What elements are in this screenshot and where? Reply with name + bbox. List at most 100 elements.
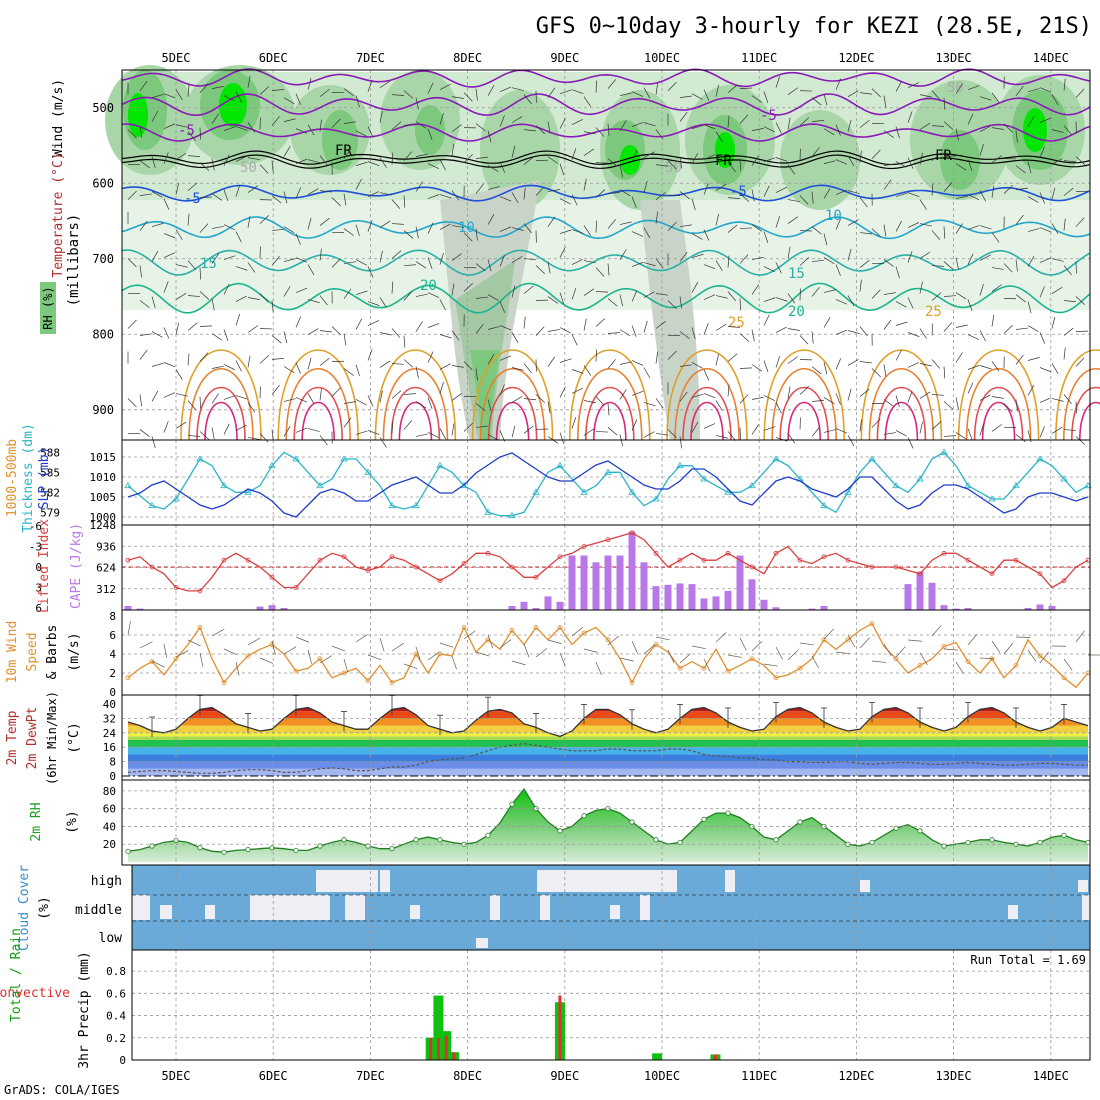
wind-barb: [1075, 156, 1086, 166]
wind-barb: [283, 425, 291, 437]
wind-barb: [895, 161, 907, 168]
wind-barb: [187, 353, 190, 366]
label-precip: 3hr Precip (mm): [77, 951, 92, 1068]
temp-contour-line: [293, 386, 343, 441]
wind-barb: [643, 262, 656, 267]
label-rh2m: 2m RH: [29, 802, 44, 841]
lifted-index-point: [341, 554, 347, 560]
wind-barb: [679, 191, 690, 200]
wind-barb: [919, 391, 931, 399]
wind-barb: [1003, 324, 1013, 334]
wind-barb: [547, 639, 562, 644]
wind-barb: [1039, 146, 1045, 158]
wind-barb: [151, 390, 159, 402]
wind-barb: [883, 224, 887, 237]
rh-point: [485, 832, 491, 838]
temp-band: [128, 754, 1088, 762]
wind-barb: [319, 330, 332, 333]
wind-barb: [787, 386, 791, 399]
wind-barb: [919, 94, 932, 98]
wind-barb: [235, 313, 241, 326]
temp-contour-line: [374, 349, 457, 441]
temp-contour-line: [121, 282, 1091, 314]
y-tick-label: 0.8: [106, 965, 126, 978]
wind-barb: [607, 79, 616, 89]
wind-barb: [919, 363, 932, 367]
wind-barb: [583, 260, 596, 264]
cape-bar: [628, 531, 636, 610]
cloud-block: [205, 905, 215, 919]
wind-speed-point: [197, 625, 203, 630]
y-tick-label: 4: [109, 648, 116, 661]
panel-precip-frame: [131, 949, 1091, 1061]
wind-barb: [763, 91, 769, 104]
wind-speed-point: [725, 668, 731, 674]
wind-barb: [187, 155, 200, 158]
rh-point: [941, 843, 947, 849]
wind-barb: [367, 320, 380, 326]
lifted-index-point: [1037, 571, 1043, 577]
wind-barb: [559, 89, 572, 94]
wind-barb: [247, 325, 259, 333]
wind-barb: [823, 317, 831, 328]
wind-barb: [367, 220, 373, 232]
wind-barb: [967, 634, 978, 646]
wind-barb: [391, 223, 404, 225]
lifted-index-point: [485, 550, 491, 556]
wind-barb: [283, 191, 288, 204]
wind-barb: [319, 119, 322, 132]
wind-barb: [655, 293, 668, 296]
wind-barb: [511, 395, 523, 403]
wind-barb: [151, 110, 159, 122]
wind-barb: [211, 427, 215, 440]
wind-barb: [535, 265, 546, 274]
label-wind-a: 10m Wind: [5, 621, 20, 684]
wind-barb: [403, 195, 406, 208]
contour-label: FR: [335, 143, 352, 159]
cape-bar: [748, 579, 756, 610]
wind-barb: [415, 366, 419, 379]
wind-barb: [715, 400, 723, 411]
wind-barb: [379, 390, 383, 403]
wind-barb: [643, 151, 655, 158]
contour-label: 50: [947, 80, 964, 96]
wind-barb: [415, 401, 427, 409]
wind-barb: [403, 663, 418, 669]
wind-barb: [1075, 630, 1085, 643]
wind-barb: [379, 637, 385, 652]
wind-barb: [847, 219, 859, 226]
rh-point: [1037, 839, 1043, 846]
wind-barb: [979, 125, 991, 132]
lifted-index-point: [869, 564, 875, 570]
wind-barb: [643, 320, 648, 333]
temp-contour-line: [884, 401, 919, 441]
wind-barb: [751, 224, 763, 232]
wind-barb: [715, 435, 728, 439]
wind-barb: [787, 356, 799, 364]
rh-point: [917, 828, 923, 834]
precip-convective-bar: [436, 1037, 440, 1060]
cloud-block: [132, 895, 150, 920]
wind-barb: [943, 97, 946, 110]
wind-speed-point: [581, 630, 587, 636]
thickness-point: [1036, 455, 1044, 462]
wind-barb: [811, 226, 822, 235]
wind-barb: [667, 221, 677, 231]
wind-barb: [211, 393, 220, 404]
wind-barb: [511, 192, 519, 204]
wind-barb: [439, 428, 446, 440]
contour-label: 50: [240, 160, 257, 176]
wind-barb: [1051, 426, 1063, 434]
wind-barb: [463, 232, 473, 242]
wind-barb: [199, 267, 201, 280]
wind-barb: [1051, 363, 1059, 374]
wind-barb: [259, 293, 269, 303]
wind-barb: [727, 115, 730, 128]
contour-label: FR: [715, 153, 732, 169]
wind-barb: [235, 126, 248, 131]
wind-barb: [979, 96, 992, 101]
wind-barb: [751, 95, 763, 103]
temp-contour-line: [763, 349, 845, 441]
dewpoint-series-line: [127, 742, 1088, 774]
thickness-point: [124, 481, 132, 489]
